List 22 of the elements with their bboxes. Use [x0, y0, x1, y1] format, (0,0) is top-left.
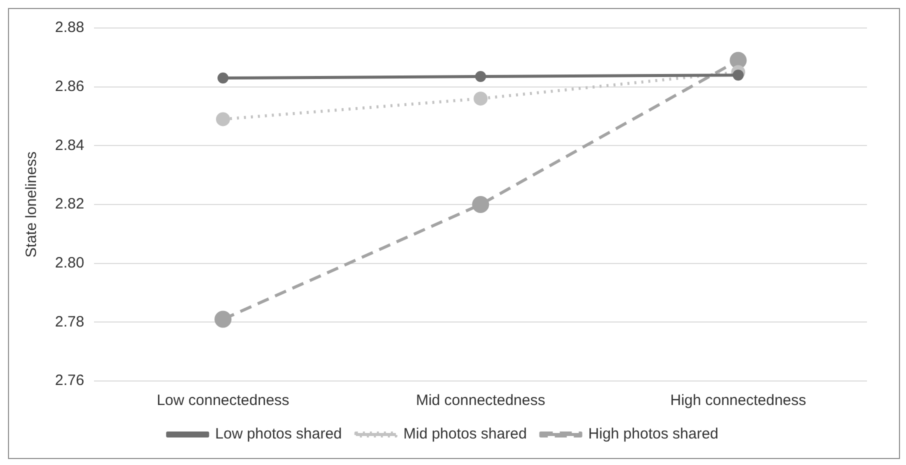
y-tick-label: 2.88 — [54, 19, 84, 36]
y-tick-label: 2.76 — [54, 372, 84, 390]
y-tick-label: 2.84 — [54, 136, 84, 154]
y-axis-title: State loneliness — [23, 152, 40, 258]
legend-label: High photos shared — [588, 426, 718, 443]
x-tick-label: Mid connectedness — [416, 392, 546, 410]
point — [472, 196, 490, 213]
point — [732, 70, 744, 81]
y-tick-label: 2.86 — [54, 78, 84, 95]
y-tick-label: 2.82 — [54, 196, 84, 213]
point — [474, 92, 488, 106]
legend-label: Mid photos shared — [403, 426, 527, 443]
point — [217, 72, 228, 84]
point — [216, 112, 230, 126]
x-tick-label: Low connectedness — [156, 392, 290, 410]
point — [475, 71, 486, 82]
point — [730, 52, 747, 69]
legend-label: Low photos shared — [215, 426, 342, 443]
x-tick-label: High connectedness — [670, 392, 806, 410]
point — [214, 310, 232, 328]
y-tick-label: 2.80 — [54, 254, 84, 272]
y-tick-label: 2.78 — [54, 313, 84, 330]
